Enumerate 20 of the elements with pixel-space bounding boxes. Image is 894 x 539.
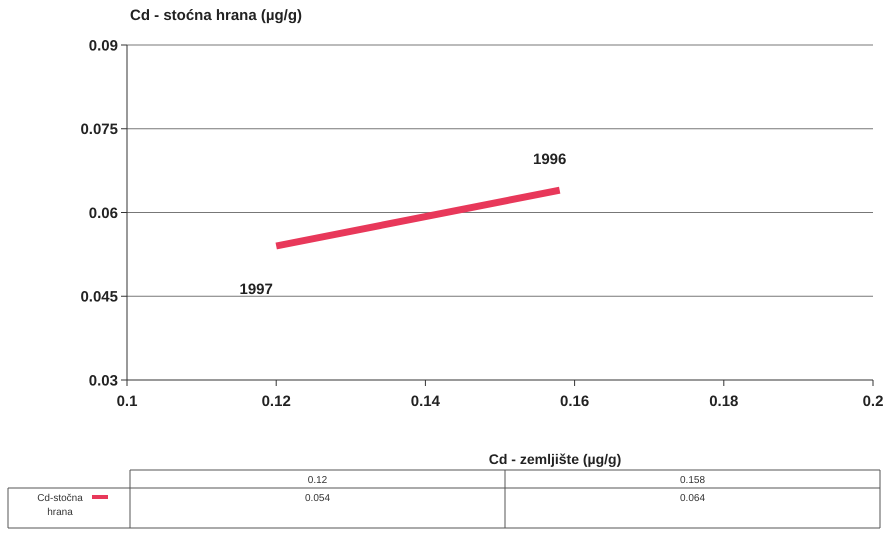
y-tick-label: 0.03 (88, 372, 118, 390)
legend-label: Cd-stočna hrana (37, 493, 84, 518)
y-tick-label: 0.06 (88, 204, 118, 222)
x-tick-label: 0.1 (116, 393, 138, 410)
x-tick-label: 0.2 (862, 393, 884, 410)
annotation: 1997 (240, 281, 273, 298)
x-axis-title: Cd - zemljište (µg/g) (488, 451, 622, 467)
text: 0.12 (308, 475, 328, 486)
y-tick-label: 0.045 (80, 288, 118, 306)
chart-title: Cd - stoćna hrana (µg/g) (130, 7, 302, 24)
x-tick-label: 0.16 (560, 393, 590, 410)
text: 0.064 (680, 493, 706, 504)
annotation: 1996 (532, 151, 566, 168)
y-tick-label: 0.09 (88, 37, 118, 54)
text: 0.158 (680, 475, 706, 486)
x-tick-label: 0.14 (410, 393, 441, 410)
y-tick-label: 0.075 (80, 121, 118, 138)
text: 0.054 (304, 493, 330, 504)
x-tick-label: 0.18 (709, 393, 738, 410)
x-tick-label: 0.12 (262, 393, 291, 410)
